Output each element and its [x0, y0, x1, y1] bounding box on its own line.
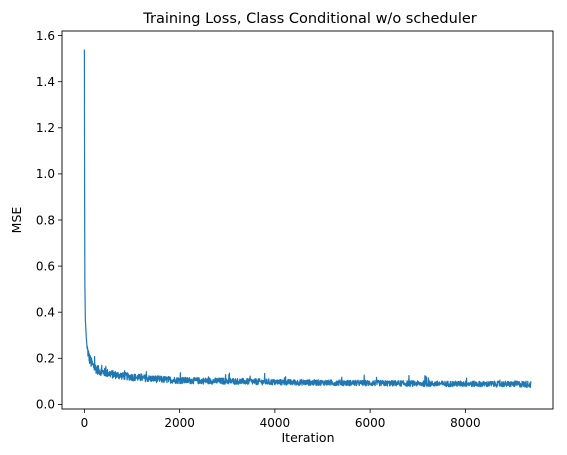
axis-ticks: 0 2000 4000 6000 8000 0.0 0.2 0.4 0.6 0.8 1.0 1.2 1.…: [36, 29, 481, 430]
loss-series-line: [83, 49, 532, 389]
x-axis-label: Iteration: [281, 430, 334, 445]
axes-frame: [61, 30, 554, 410]
y-tick-label: 1.6: [36, 29, 55, 43]
y-axis-label: MSE: [9, 207, 24, 234]
x-tick-label: 8000: [450, 416, 481, 430]
y-tick-label: 1.4: [36, 75, 55, 89]
y-tick-label: 0.4: [36, 305, 55, 319]
plot-area: [83, 49, 532, 389]
x-tick-label: 2000: [164, 416, 195, 430]
x-tick-label: 6000: [355, 416, 386, 430]
x-tick-label: 0: [81, 416, 89, 430]
y-tick-label: 0.8: [36, 213, 55, 227]
x-tick-label: 4000: [260, 416, 291, 430]
y-tick-label: 0.0: [36, 398, 55, 412]
y-tick-label: 1.2: [36, 121, 55, 135]
y-tick-label: 0.2: [36, 352, 55, 366]
chart-title: Training Loss, Class Conditional w/o sch…: [142, 11, 477, 27]
y-tick-label: 0.6: [36, 259, 55, 273]
y-tick-label: 1.0: [36, 167, 55, 181]
